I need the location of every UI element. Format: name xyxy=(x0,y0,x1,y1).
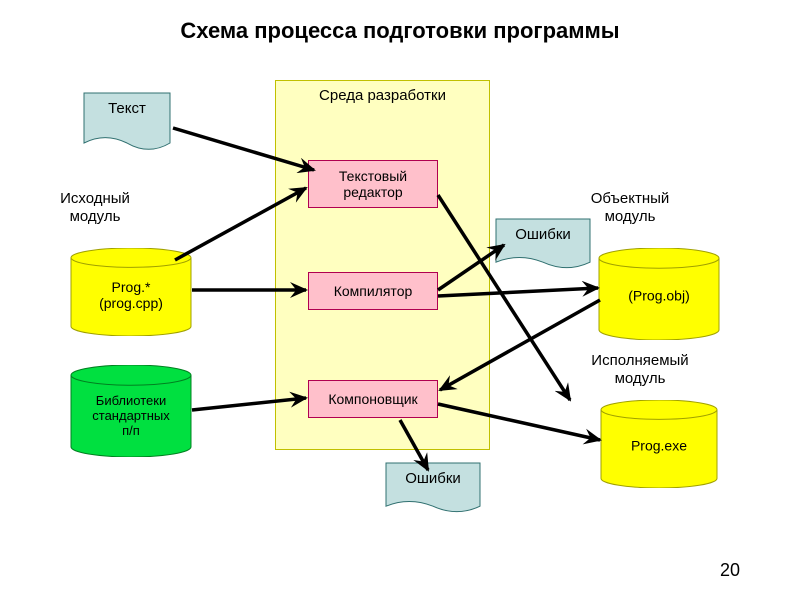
obj-cyl: (Prog.obj) xyxy=(598,248,720,340)
source-module-label: Исходныймодуль xyxy=(15,190,175,226)
page-number: 20 xyxy=(720,560,740,581)
errors2-doc-label: Ошибки xyxy=(385,470,481,487)
editor-box: Текстовыйредактор xyxy=(308,160,438,208)
compiler-box: Компилятор xyxy=(308,272,438,310)
obj-cyl-label: (Prog.obj) xyxy=(598,288,720,304)
editor-label: Текстовыйредактор xyxy=(339,168,407,200)
exe-cyl-label: Prog.exe xyxy=(600,438,718,454)
executable-module-label: Исполняемыймодуль xyxy=(560,352,720,388)
environment-label: Среда разработки xyxy=(276,87,489,104)
errors2-doc: Ошибки xyxy=(385,462,481,514)
text-doc-label: Текст xyxy=(83,100,171,117)
linker-box: Компоновщик xyxy=(308,380,438,418)
diagram-title: Схема процесса подготовки программы xyxy=(0,18,800,44)
lib-cyl-label: Библиотекистандартныхп/п xyxy=(70,393,192,438)
errors1-doc: Ошибки xyxy=(495,218,591,270)
prog-cyl-label: Prog.*(prog.cpp) xyxy=(70,279,192,311)
errors1-doc-label: Ошибки xyxy=(495,226,591,243)
lib-cyl: Библиотекистандартныхп/п xyxy=(70,365,192,457)
exe-cyl: Prog.exe xyxy=(600,400,718,488)
text-doc: Текст xyxy=(83,92,171,152)
linker-label: Компоновщик xyxy=(328,391,417,407)
prog-cyl: Prog.*(prog.cpp) xyxy=(70,248,192,336)
compiler-label: Компилятор xyxy=(334,283,413,299)
